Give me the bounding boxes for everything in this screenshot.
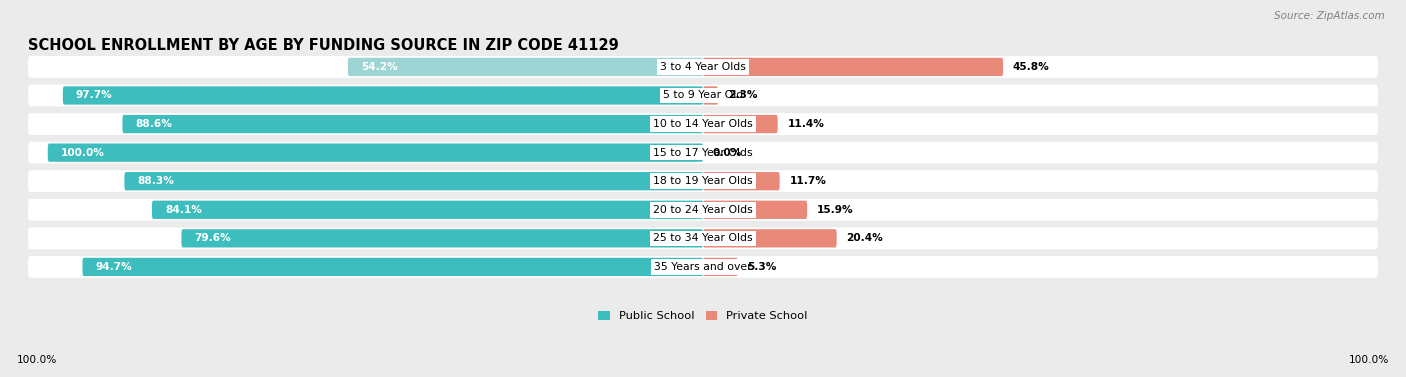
FancyBboxPatch shape <box>703 58 1002 76</box>
Text: 84.1%: 84.1% <box>165 205 202 215</box>
Text: 100.0%: 100.0% <box>60 148 104 158</box>
Legend: Public School, Private School: Public School, Private School <box>593 306 813 326</box>
Text: 45.8%: 45.8% <box>1012 62 1050 72</box>
FancyBboxPatch shape <box>28 142 1378 164</box>
FancyBboxPatch shape <box>703 258 738 276</box>
Text: 35 Years and over: 35 Years and over <box>654 262 752 272</box>
Text: 15.9%: 15.9% <box>817 205 853 215</box>
FancyBboxPatch shape <box>28 113 1378 135</box>
Text: 0.0%: 0.0% <box>713 148 742 158</box>
Text: 97.7%: 97.7% <box>76 90 112 101</box>
Text: 5.3%: 5.3% <box>748 262 778 272</box>
FancyBboxPatch shape <box>181 229 703 247</box>
FancyBboxPatch shape <box>124 172 703 190</box>
Text: 18 to 19 Year Olds: 18 to 19 Year Olds <box>654 176 752 186</box>
FancyBboxPatch shape <box>63 86 703 105</box>
Text: 2.3%: 2.3% <box>728 90 758 101</box>
Text: 3 to 4 Year Olds: 3 to 4 Year Olds <box>659 62 747 72</box>
FancyBboxPatch shape <box>28 256 1378 278</box>
Text: 5 to 9 Year Old: 5 to 9 Year Old <box>662 90 744 101</box>
FancyBboxPatch shape <box>347 58 703 76</box>
Text: SCHOOL ENROLLMENT BY AGE BY FUNDING SOURCE IN ZIP CODE 41129: SCHOOL ENROLLMENT BY AGE BY FUNDING SOUR… <box>28 38 619 53</box>
FancyBboxPatch shape <box>122 115 703 133</box>
FancyBboxPatch shape <box>28 170 1378 192</box>
Text: 11.7%: 11.7% <box>790 176 827 186</box>
FancyBboxPatch shape <box>152 201 703 219</box>
FancyBboxPatch shape <box>703 229 837 247</box>
FancyBboxPatch shape <box>28 56 1378 78</box>
Text: 88.3%: 88.3% <box>138 176 174 186</box>
FancyBboxPatch shape <box>48 144 703 162</box>
Text: 100.0%: 100.0% <box>17 355 58 365</box>
FancyBboxPatch shape <box>703 115 778 133</box>
FancyBboxPatch shape <box>703 86 718 105</box>
Text: 20 to 24 Year Olds: 20 to 24 Year Olds <box>654 205 752 215</box>
Text: 20.4%: 20.4% <box>846 233 883 243</box>
Text: 11.4%: 11.4% <box>787 119 824 129</box>
Text: 15 to 17 Year Olds: 15 to 17 Year Olds <box>654 148 752 158</box>
FancyBboxPatch shape <box>28 227 1378 249</box>
Text: 54.2%: 54.2% <box>361 62 398 72</box>
FancyBboxPatch shape <box>703 201 807 219</box>
FancyBboxPatch shape <box>703 172 780 190</box>
Text: Source: ZipAtlas.com: Source: ZipAtlas.com <box>1274 11 1385 21</box>
Text: 10 to 14 Year Olds: 10 to 14 Year Olds <box>654 119 752 129</box>
Text: 25 to 34 Year Olds: 25 to 34 Year Olds <box>654 233 752 243</box>
Text: 100.0%: 100.0% <box>1348 355 1389 365</box>
Text: 88.6%: 88.6% <box>135 119 173 129</box>
FancyBboxPatch shape <box>28 84 1378 106</box>
FancyBboxPatch shape <box>28 199 1378 221</box>
FancyBboxPatch shape <box>83 258 703 276</box>
Text: 94.7%: 94.7% <box>96 262 132 272</box>
Text: 79.6%: 79.6% <box>194 233 231 243</box>
